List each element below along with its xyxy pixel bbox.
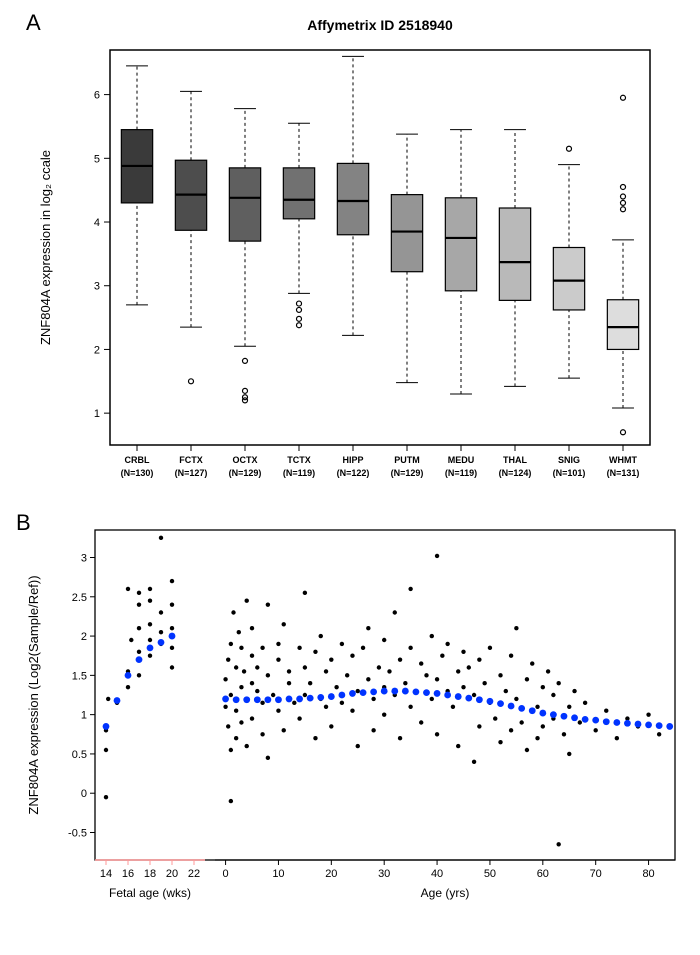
svg-text:0: 0 xyxy=(223,868,229,880)
svg-text:THAL: THAL xyxy=(503,455,527,465)
scatter-chart: -0.5 0 0.5 1 1.5 2 2.5 3 ZNF804A expression (Log… xyxy=(10,510,690,940)
svg-text:(N=124): (N=124) xyxy=(499,468,532,478)
svg-text:22: 22 xyxy=(188,868,200,880)
svg-text:20: 20 xyxy=(166,868,178,880)
svg-text:(N=119): (N=119) xyxy=(283,468,315,478)
svg-text:Fetal age (wks): Fetal age (wks) xyxy=(109,886,191,900)
svg-text:MEDU: MEDU xyxy=(448,455,475,465)
panel-a-label: A xyxy=(26,10,41,36)
svg-text:0: 0 xyxy=(81,788,87,800)
svg-text:2: 2 xyxy=(94,344,100,356)
boxplot-chart: Affymetrix ID 2518940 1 2 3 4 5 6 ZNF804A expre… xyxy=(10,10,690,510)
svg-text:(N=101): (N=101) xyxy=(553,468,586,478)
svg-text:(N=131): (N=131) xyxy=(607,468,640,478)
svg-text:SNIG: SNIG xyxy=(558,455,580,465)
svg-text:(N=127): (N=127) xyxy=(175,468,208,478)
svg-text:2: 2 xyxy=(81,631,87,643)
svg-text:OCTX: OCTX xyxy=(232,455,257,465)
svg-text:TCTX: TCTX xyxy=(287,455,311,465)
svg-text:3: 3 xyxy=(94,281,100,293)
svg-text:3: 3 xyxy=(81,553,87,565)
svg-text:ZNF804A expression (Log2(Sampl: ZNF804A expression (Log2(Sample/Ref)) xyxy=(26,575,41,814)
svg-text:70: 70 xyxy=(590,868,602,880)
svg-text:WHMT: WHMT xyxy=(609,455,637,465)
svg-text:ZNF804A expression in log₂ cca: ZNF804A expression in log₂ ccale xyxy=(38,150,53,345)
svg-text:PUTM: PUTM xyxy=(394,455,420,465)
svg-text:1: 1 xyxy=(94,408,100,420)
svg-text:6: 6 xyxy=(94,90,100,102)
svg-text:0.5: 0.5 xyxy=(72,749,87,761)
panel-a: A Affymetrix ID 2518940 1 2 3 4 5 6 ZNF804A exp… xyxy=(10,10,690,510)
svg-text:(N=130): (N=130) xyxy=(121,468,154,478)
svg-text:(N=119): (N=119) xyxy=(445,468,477,478)
panel-b: B -0.5 0 0.5 1 1.5 2 2.5 3 ZNF804A expression (L… xyxy=(10,510,690,940)
svg-text:4: 4 xyxy=(94,217,100,229)
svg-text:Affymetrix ID 2518940: Affymetrix ID 2518940 xyxy=(307,17,453,33)
svg-text:80: 80 xyxy=(642,868,654,880)
svg-text:18: 18 xyxy=(144,868,156,880)
svg-text:Age (yrs): Age (yrs) xyxy=(421,886,470,900)
svg-text:(N=122): (N=122) xyxy=(337,468,370,478)
svg-text:(N=129): (N=129) xyxy=(391,468,424,478)
svg-text:50: 50 xyxy=(484,868,496,880)
svg-text:60: 60 xyxy=(537,868,549,880)
svg-text:16: 16 xyxy=(122,868,134,880)
svg-text:40: 40 xyxy=(431,868,443,880)
svg-text:CRBL: CRBL xyxy=(125,455,150,465)
svg-text:HIPP: HIPP xyxy=(342,455,363,465)
svg-text:1.5: 1.5 xyxy=(72,670,87,682)
svg-text:(N=129): (N=129) xyxy=(229,468,262,478)
svg-text:30: 30 xyxy=(378,868,390,880)
svg-text:20: 20 xyxy=(325,868,337,880)
svg-text:-0.5: -0.5 xyxy=(68,828,87,840)
svg-text:10: 10 xyxy=(272,868,284,880)
svg-text:2.5: 2.5 xyxy=(72,592,87,604)
panel-b-label: B xyxy=(16,510,31,536)
svg-text:14: 14 xyxy=(100,868,112,880)
svg-text:1: 1 xyxy=(81,710,87,722)
svg-text:FCTX: FCTX xyxy=(179,455,203,465)
svg-text:5: 5 xyxy=(94,153,100,165)
